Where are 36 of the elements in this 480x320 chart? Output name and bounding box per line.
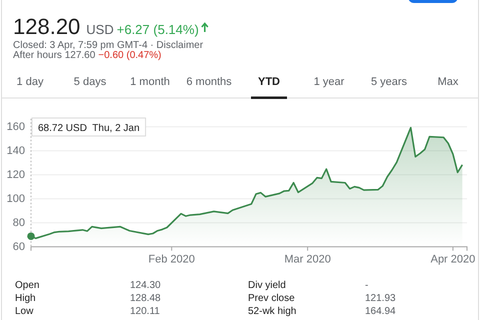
text: After hours 127.60 xyxy=(13,50,96,61)
text: 52-wk high xyxy=(248,306,296,317)
y-tick-label: 120 xyxy=(6,169,25,182)
text: Max xyxy=(438,76,459,88)
y-tick-label: 100 xyxy=(6,193,25,206)
text: 128.20 xyxy=(13,14,80,39)
text: 5 years xyxy=(370,76,408,88)
y-tick-label: 60 xyxy=(12,241,25,254)
y-tick-label: 140 xyxy=(6,145,25,158)
text: 124.30 xyxy=(130,280,162,291)
text: YTD xyxy=(258,76,280,88)
text: - xyxy=(365,280,368,291)
text: Open xyxy=(15,280,40,291)
text: High xyxy=(15,293,36,304)
text: 164.94 xyxy=(365,306,396,317)
text: 6 months xyxy=(186,76,232,88)
x-tick-label: Feb 2020 xyxy=(148,254,195,266)
y-tick-label: 160 xyxy=(6,121,25,134)
text: 1 month xyxy=(130,76,170,88)
x-tick-label: Mar 2020 xyxy=(284,254,331,266)
text: USD xyxy=(86,22,114,37)
text: 1 year xyxy=(314,76,345,88)
y-tick-label: 80 xyxy=(12,217,25,230)
annotation: 68.72 USD Thu, 2 Jan xyxy=(38,123,140,134)
text: 120.11 xyxy=(130,306,160,317)
text: Low xyxy=(15,306,34,317)
text: 121.93 xyxy=(365,293,396,304)
text: 1 day xyxy=(16,76,44,88)
text: −0.60 (0.47%) xyxy=(98,50,162,61)
text: Closed: 3 Apr, 7:59 pm GMT-4 · Disclaimer xyxy=(13,40,204,51)
text: +6.27 (5.14%) xyxy=(116,22,199,37)
text: 128.48 xyxy=(130,293,162,304)
text: 5 days xyxy=(74,76,107,88)
text: Prev close xyxy=(248,293,296,304)
text: Div yield xyxy=(248,280,286,291)
x-tick-label: Apr 2020 xyxy=(430,254,476,266)
